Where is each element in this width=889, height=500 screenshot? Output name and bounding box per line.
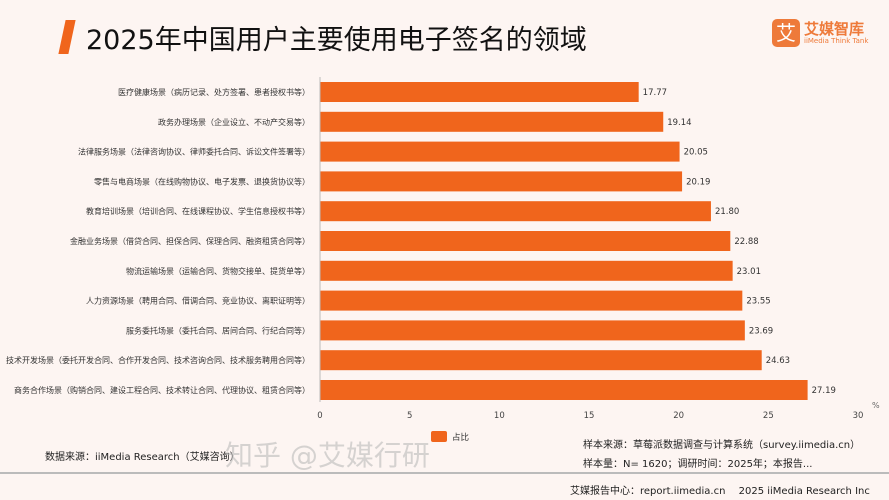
legend-swatch	[431, 431, 447, 442]
bar	[320, 320, 745, 341]
category-label: 物流运输场景（运输合同、货物交接单、提货单等）	[126, 266, 310, 276]
category-label: 政务办理场景（企业设立、不动产交易等）	[158, 117, 310, 127]
logo: 艾 艾媒智库 iiMedia Think Tank	[772, 19, 868, 47]
logo-en: iiMedia Think Tank	[804, 37, 869, 45]
data-label: 24.63	[766, 356, 790, 366]
bar	[320, 290, 743, 311]
bar	[320, 201, 711, 222]
x-tick-label: 25	[763, 411, 774, 421]
bar	[320, 111, 664, 132]
data-label: 22.88	[734, 237, 758, 247]
category-label: 人力资源场景（聘用合同、借调合同、竞业协议、离职证明等）	[86, 296, 310, 306]
data-label: 27.19	[812, 386, 836, 396]
legend-label: 占比	[452, 432, 469, 443]
category-label: 金融业务场景（借贷合同、担保合同、保理合同、融资租赁合同等）	[70, 236, 310, 246]
bar	[320, 141, 680, 162]
x-tick-label: 20	[673, 411, 684, 421]
data-source: 数据来源：iiMedia Research（艾媒咨询）	[45, 452, 240, 463]
x-tick-label: 5	[407, 411, 412, 421]
sample-size: 样本量：N= 1620；调研时间：2025年；本报告...	[583, 459, 813, 470]
category-label: 教育培训场景（培训合同、在线课程协议、学生信息授权书等）	[86, 206, 310, 216]
category-label: 医疗健康场景（病历记录、处方签署、患者授权书等）	[118, 87, 310, 97]
data-label: 21.80	[715, 207, 739, 217]
footer-divider	[0, 472, 889, 474]
x-tick-label: 10	[494, 411, 505, 421]
category-label: 服务委托场景（委托合同、居间合同、行纪合同等）	[126, 325, 310, 335]
bar	[320, 82, 639, 102]
x-tick-label: 15	[584, 411, 595, 421]
bar	[320, 171, 683, 192]
bar	[320, 260, 733, 281]
logo-cn: 艾媒智库	[804, 20, 865, 38]
category-label: 零售与电商场景（在线购物协议、电子发票、退换货协议等）	[94, 176, 310, 186]
data-label: 23.69	[749, 326, 773, 336]
page-title: 2025年中国用户主要使用电子签名的领域	[86, 25, 587, 56]
x-tick-label: 0	[317, 411, 322, 421]
data-label: 20.19	[686, 177, 710, 187]
bar	[320, 380, 808, 400]
watermark: 知乎 @艾媒行研	[225, 439, 430, 472]
bar-chart: 医疗健康场景（病历记录、处方签署、患者授权书等） 17.77 政务办理场景（企业设立…	[6, 77, 880, 443]
category-label: 法律服务场景（法律咨询协议、律师委托合同、诉讼文件签署等）	[78, 147, 310, 157]
category-label: 商务合作场景（购销合同、建设工程合同、技术转让合同、代理协议、租赁合同等）	[14, 385, 310, 395]
report-center: 艾媒报告中心：report.iimedia.cn 2025 iiMedia Re…	[570, 486, 870, 497]
data-label: 20.05	[684, 148, 708, 158]
bar	[320, 350, 762, 371]
sample-source: 样本来源：草莓派数据调查与计算系统（survey.iimedia.cn）	[583, 440, 861, 451]
data-label: 23.01	[737, 267, 761, 277]
data-label: 19.14	[667, 118, 691, 128]
category-label: 技术开发场景（委托开发合同、合作开发合同、技术咨询合同、技术服务聘用合同等）	[6, 355, 310, 365]
data-label: 17.77	[643, 88, 667, 98]
logo-icon: 艾	[772, 19, 800, 47]
bar	[320, 231, 731, 251]
x-tick-label: 30	[853, 411, 864, 421]
data-label: 23.55	[746, 297, 770, 307]
unit-label: %	[872, 401, 880, 410]
